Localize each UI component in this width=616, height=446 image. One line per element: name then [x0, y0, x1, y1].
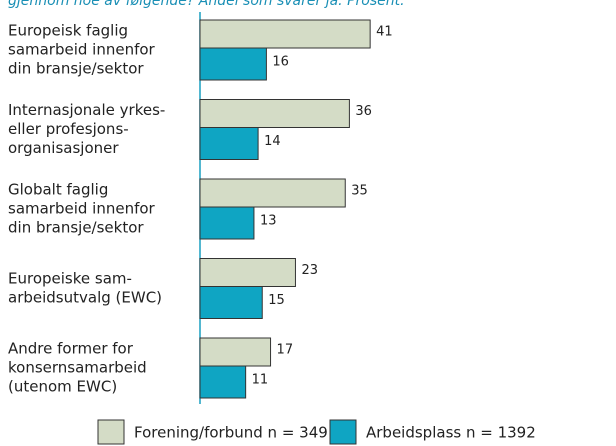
bar	[199, 337, 272, 367]
category-label: din bransje/sektor	[8, 219, 144, 237]
legend-swatch	[97, 419, 125, 445]
category-label: Andre former for	[8, 340, 134, 358]
bar	[199, 47, 267, 81]
value-label: 13	[260, 214, 277, 229]
category-label: Europeiske sam-	[8, 270, 132, 288]
category-label: samarbeid innenfor	[8, 200, 156, 218]
category-label: organisasjoner	[8, 139, 119, 157]
bar	[199, 206, 255, 240]
value-label: 36	[355, 104, 372, 119]
bar	[199, 178, 346, 208]
value-label: 41	[376, 25, 393, 40]
bar	[199, 258, 296, 287]
bar	[199, 286, 263, 319]
category-label: konsernsamarbeid	[8, 359, 147, 377]
category-label: Internasjonale yrkes-	[8, 101, 165, 119]
category-label: eller profesjons-	[8, 120, 129, 138]
value-label: 14	[264, 134, 281, 149]
bar	[199, 365, 247, 399]
chart-subtitle: gjennom noe av følgende? Andel som svare…	[8, 0, 405, 9]
category-label: samarbeid innenfor	[8, 41, 156, 59]
category-label: Globalt faglig	[8, 181, 108, 199]
value-label: 16	[272, 55, 289, 70]
value-label: 17	[277, 343, 294, 358]
legend-label: Forening/forbund n = 349	[134, 424, 328, 442]
category-label: (utenom EWC)	[8, 378, 117, 396]
legend-swatch	[329, 419, 357, 445]
legend-label: Arbeidsplass n = 1392	[366, 424, 536, 442]
category-label: Europeisk faglig	[8, 22, 128, 40]
value-label: 23	[301, 263, 318, 278]
category-label: arbeidsutvalg (EWC)	[8, 289, 162, 307]
value-label: 11	[252, 373, 269, 388]
bar	[199, 127, 259, 160]
bar	[199, 99, 350, 128]
value-label: 35	[351, 184, 368, 199]
bar	[199, 19, 371, 49]
category-label: din bransje/sektor	[8, 60, 144, 78]
value-label: 15	[268, 293, 285, 308]
